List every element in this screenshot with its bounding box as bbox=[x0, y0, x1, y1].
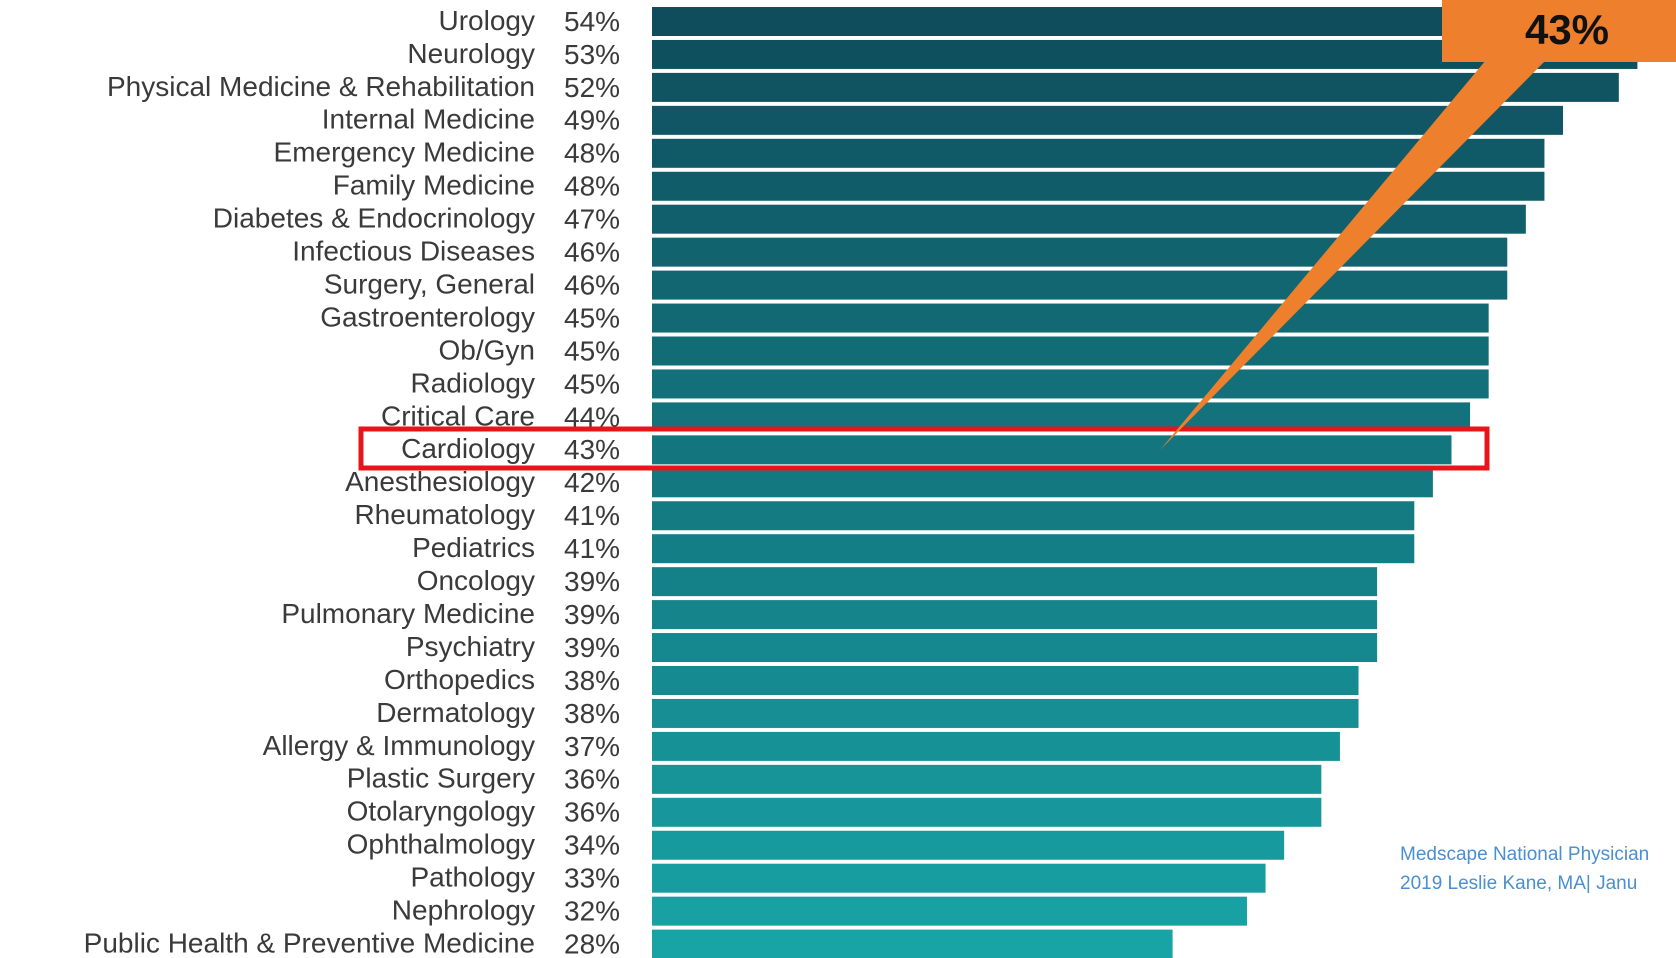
source-line: 2019 Leslie Kane, MA| Janu bbox=[1400, 873, 1637, 894]
category-label: Pathology bbox=[410, 862, 535, 893]
value-label: 39% bbox=[564, 599, 620, 630]
value-label: 42% bbox=[564, 467, 620, 498]
category-label: Anesthesiology bbox=[345, 466, 535, 497]
bar bbox=[652, 698, 1359, 728]
bar bbox=[652, 237, 1508, 267]
category-label: Neurology bbox=[407, 38, 535, 69]
bar bbox=[652, 435, 1452, 465]
category-label: Oncology bbox=[417, 565, 535, 596]
category-label: Emergency Medicine bbox=[274, 137, 535, 168]
value-label: 54% bbox=[564, 6, 620, 37]
value-label: 36% bbox=[564, 797, 620, 828]
bar bbox=[652, 567, 1378, 597]
value-label: 32% bbox=[564, 896, 620, 927]
category-label: Internal Medicine bbox=[322, 104, 535, 135]
bar bbox=[652, 633, 1378, 663]
category-label: Urology bbox=[439, 5, 535, 36]
value-label: 46% bbox=[564, 269, 620, 300]
category-label: Public Health & Preventive Medicine bbox=[84, 927, 535, 958]
value-label: 43% bbox=[564, 434, 620, 465]
value-label: 52% bbox=[564, 72, 620, 103]
value-label: 36% bbox=[564, 764, 620, 795]
value-label: 53% bbox=[564, 39, 620, 70]
category-label: Allergy & Immunology bbox=[263, 730, 535, 761]
bar bbox=[652, 896, 1247, 926]
callout-box bbox=[1442, 0, 1676, 62]
value-label: 39% bbox=[564, 632, 620, 663]
bar bbox=[652, 731, 1340, 761]
value-label: 49% bbox=[564, 105, 620, 136]
category-label: Pediatrics bbox=[412, 532, 535, 563]
category-label: Otolaryngology bbox=[347, 796, 535, 827]
bar bbox=[652, 830, 1285, 860]
value-label: 47% bbox=[564, 204, 620, 235]
value-label: 28% bbox=[564, 928, 620, 958]
value-label: 48% bbox=[564, 171, 620, 202]
bar bbox=[652, 534, 1415, 564]
value-label: 33% bbox=[564, 863, 620, 894]
value-label: 38% bbox=[564, 665, 620, 696]
bar bbox=[652, 468, 1433, 498]
category-label: Gastroenterology bbox=[320, 301, 535, 332]
highlight-box bbox=[358, 426, 1490, 471]
value-label: 45% bbox=[564, 368, 620, 399]
bar bbox=[652, 105, 1564, 135]
category-label: Nephrology bbox=[392, 895, 535, 926]
value-label: 45% bbox=[564, 335, 620, 366]
source-line: Medscape National Physician bbox=[1400, 844, 1649, 865]
category-label: Orthopedics bbox=[384, 664, 535, 695]
category-label: Infectious Diseases bbox=[292, 236, 535, 267]
value-label: 41% bbox=[564, 533, 620, 564]
callout-pointer bbox=[1160, 60, 1546, 450]
bar bbox=[652, 501, 1415, 531]
category-label: Ophthalmology bbox=[347, 829, 535, 860]
value-label: 39% bbox=[564, 566, 620, 597]
bar bbox=[652, 369, 1489, 399]
value-label: 37% bbox=[564, 731, 620, 762]
category-label: Dermatology bbox=[376, 697, 535, 728]
bar bbox=[652, 764, 1322, 794]
bar bbox=[652, 138, 1545, 168]
category-label: Cardiology bbox=[401, 433, 535, 464]
category-label: Critical Care bbox=[381, 400, 535, 431]
bar bbox=[652, 270, 1508, 300]
bar bbox=[652, 863, 1266, 893]
category-label: Radiology bbox=[410, 367, 535, 398]
category-label: Diabetes & Endocrinology bbox=[213, 203, 535, 234]
category-label: Family Medicine bbox=[333, 170, 535, 201]
category-label: Psychiatry bbox=[406, 631, 535, 662]
value-label: 38% bbox=[564, 698, 620, 729]
bar bbox=[652, 303, 1489, 333]
bar bbox=[652, 666, 1359, 695]
value-label: 48% bbox=[564, 138, 620, 169]
bar bbox=[652, 797, 1322, 827]
value-label: 46% bbox=[564, 237, 620, 268]
category-label: Physical Medicine & Rehabilitation bbox=[107, 71, 535, 102]
bar bbox=[652, 929, 1173, 958]
category-label: Plastic Surgery bbox=[347, 763, 535, 794]
callout-text: 43% bbox=[1525, 6, 1609, 53]
value-label: 34% bbox=[564, 830, 620, 861]
category-label: Rheumatology bbox=[354, 499, 535, 530]
value-label: 41% bbox=[564, 500, 620, 531]
bar bbox=[652, 336, 1489, 366]
category-label: Ob/Gyn bbox=[439, 334, 535, 365]
category-label: Pulmonary Medicine bbox=[281, 598, 535, 629]
value-label: 45% bbox=[564, 302, 620, 333]
category-label: Surgery, General bbox=[324, 268, 535, 299]
bar bbox=[652, 600, 1378, 630]
